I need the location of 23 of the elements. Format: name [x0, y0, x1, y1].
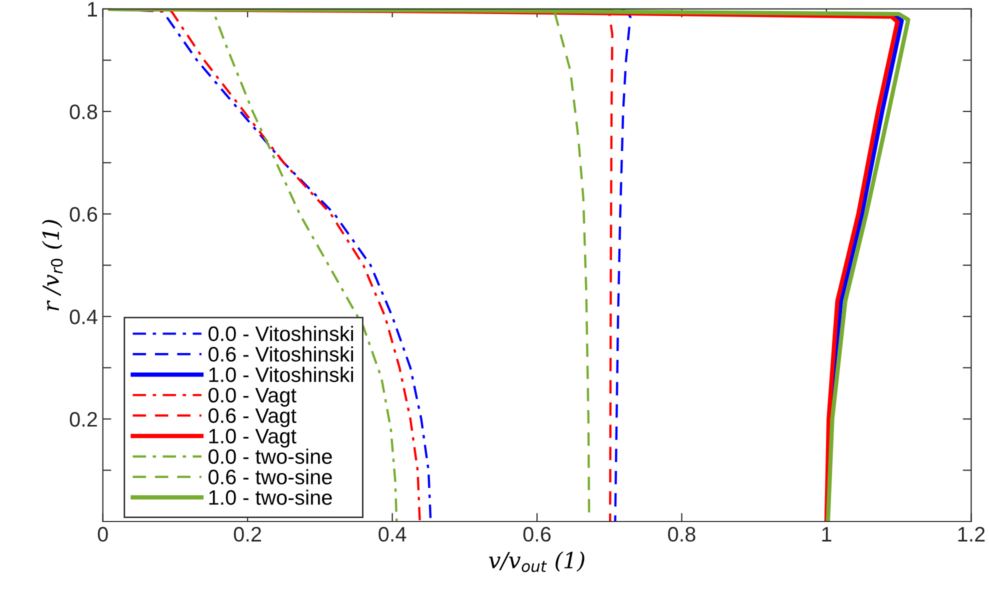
x-tick-label: 0.6 [523, 526, 551, 542]
y-axis-title: r /v$_{r0}$ (1) [42, 220, 63, 310]
y-tick-label: 0.2 [70, 412, 97, 427]
legend-label: 0.0 - two-sine [208, 448, 332, 464]
x-tick-label: 0.4 [378, 526, 406, 542]
legend-label: 0.0 - Vitoshinski [208, 326, 354, 342]
x-axis-title: v/v$_{out}$ (1) [489, 551, 584, 572]
x-tick-label: 1 [822, 527, 832, 542]
x-tick-label: 0.2 [234, 526, 262, 542]
legend-label: 1.0 - Vitoshinski [209, 366, 354, 382]
legend-label: 0.6 - two-sine [208, 469, 332, 484]
legend-label: 0.6 - Vagt [208, 408, 296, 428]
legend-label: 0.6 - Vitoshinski [208, 346, 354, 362]
y-tick-label: 0.4 [70, 309, 98, 324]
y-tick-label: 0.6 [70, 206, 98, 222]
legend-label: 1.0 - two-sine [209, 490, 332, 505]
y-tick-label: 0.8 [70, 104, 98, 120]
legend-label: 0.0 - Vagt [208, 388, 296, 407]
y-tick-label: 1 [88, 2, 97, 16]
x-tick-label: 0.8 [668, 526, 696, 542]
x-tick-label: 0 [98, 526, 108, 542]
x-tick-label: 1.2 [958, 526, 985, 542]
legend-label: 1.0 - Vagt [209, 428, 296, 448]
